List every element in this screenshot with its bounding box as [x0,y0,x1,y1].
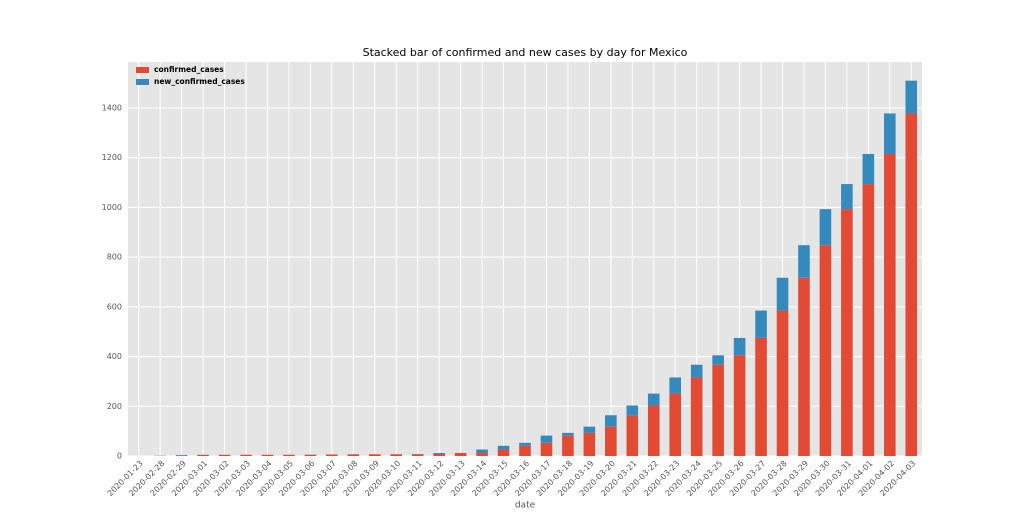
bar-segment [540,435,553,443]
bar-segment [283,454,295,456]
bar-segment [862,184,875,457]
bar-segment [197,455,209,456]
y-tick-label: 600 [107,302,122,311]
bar-segment [347,454,360,456]
bar-segment [712,355,724,365]
bar-segment [905,113,918,457]
bar-segment [669,377,682,394]
legend-swatch [136,79,149,85]
bar-segment [304,454,317,456]
y-tick-label: 800 [107,253,122,262]
bar-segment [497,449,510,456]
bar-segment [819,209,832,246]
bar-segment [433,453,445,455]
bar-segment [884,153,896,456]
bar-segment [647,405,660,456]
bar-segment [411,454,424,456]
bar-segment [798,245,810,278]
bar-segment [798,277,810,456]
bar-segment [841,184,853,210]
y-tick-label: 1000 [102,203,122,212]
bar-segment [562,435,574,456]
bar-segment [605,426,617,456]
bar-segment [390,454,403,456]
bar-segment [905,80,918,114]
legend-label: new_confirmed_cases [154,77,245,86]
bar-segment [690,377,703,456]
bar-segment [261,454,274,456]
bar-segment [841,209,853,456]
bar-segment [755,310,767,338]
bar-segment [819,245,832,456]
y-tick-label: 400 [107,352,122,361]
bar-segment [368,454,381,456]
bar-segment [690,364,703,378]
bar-segment [776,310,789,456]
bar-segment [326,454,338,456]
bar-segment [175,455,188,456]
bar-segment [862,153,875,185]
bar-segment [669,393,682,456]
bar-segment [712,364,724,456]
bar-segment [433,454,445,456]
chart-title: Stacked bar of confirmed and new cases b… [363,46,688,59]
bar-segment [218,454,231,456]
bar-segment [733,355,746,456]
bar-segment [476,449,488,454]
bar-segment [733,337,746,356]
bar-segment [519,445,531,456]
bar-segment [583,426,596,433]
bar-segment [519,442,531,446]
bar-segment [562,432,574,436]
bar-segment [776,277,789,311]
y-tick-label: 1200 [102,153,122,162]
bar-segment [540,442,553,456]
bar-segment [583,432,596,456]
bar-segment [626,415,639,456]
bar-segment [626,405,639,416]
x-axis-label: date [515,501,536,511]
y-tick-label: 200 [107,402,122,411]
bar-segment [497,445,510,450]
legend-label: confirmed_cases [154,65,224,74]
bar-segment [240,454,252,456]
bar-segment [454,453,467,456]
y-tick-label: 0 [117,452,122,461]
bar-segment [755,337,767,456]
bar-segment [605,415,617,427]
bar-segment [647,393,660,406]
legend-swatch [136,67,149,73]
bar-segment [884,113,896,154]
y-tick-label: 1400 [102,103,122,112]
bar-segment [476,453,488,456]
